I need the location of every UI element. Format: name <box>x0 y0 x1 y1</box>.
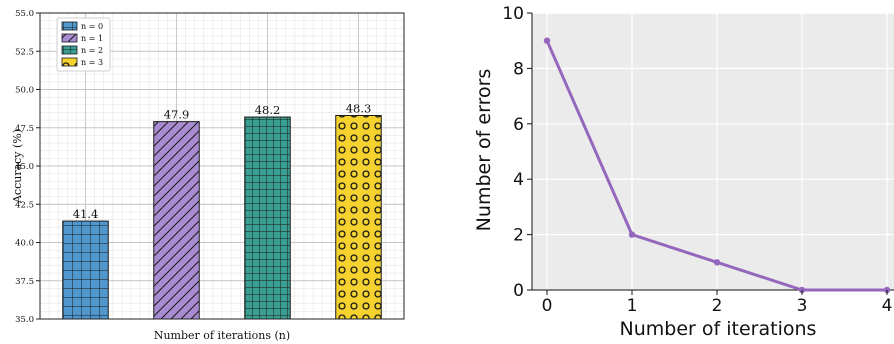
bar-y-tick-label: 47.5 <box>15 124 34 134</box>
bar-pattern <box>335 115 382 320</box>
bar-y-tick-label: 42.5 <box>15 200 34 210</box>
bar-pattern <box>153 121 200 320</box>
bar-0 <box>62 220 109 320</box>
line-plot-area <box>532 13 894 290</box>
legend-label: n = 1 <box>81 34 103 43</box>
line-gridlines <box>532 12 894 290</box>
bar-value-label: 48.2 <box>255 103 281 117</box>
line-y-tick-label: 0 <box>513 281 524 301</box>
line-y-axis-ticks: 0 2 4 6 8 10 <box>502 4 532 301</box>
bar-3 <box>335 115 382 320</box>
bar-y-tick-label: 52.5 <box>15 47 34 57</box>
bar-value-label: 41.4 <box>73 207 99 221</box>
line-y-axis-label: Number of errors <box>473 69 495 232</box>
legend-label: n = 0 <box>81 22 103 31</box>
error-point <box>543 37 551 44</box>
bar-value-label: 48.3 <box>346 102 372 116</box>
line-y-tick-label: 8 <box>513 59 524 79</box>
errors-line-chart: 0 2 4 6 8 10 0 1 2 3 4 Number of iterations Numbe… <box>473 4 894 340</box>
error-point <box>628 231 636 238</box>
line-x-tick-label: 0 <box>542 296 553 316</box>
legend-swatch-pattern <box>62 58 77 66</box>
bar-y-tick-label: 45.0 <box>15 162 34 172</box>
legend-swatch-pattern <box>62 46 77 54</box>
error-point <box>713 259 721 266</box>
bar-pattern <box>244 116 291 320</box>
bar-legend: n = 0 n = 1 n = 2 n = 3 <box>56 17 111 72</box>
line-y-tick-label: 4 <box>513 170 524 190</box>
line-y-tick-label: 10 <box>502 4 524 24</box>
legend-swatch-pattern <box>62 22 77 30</box>
line-x-tick-label: 1 <box>627 296 638 316</box>
line-series <box>543 37 891 294</box>
line-x-tick-label: 3 <box>797 296 808 316</box>
legend-swatch-pattern <box>62 34 77 42</box>
bar-series <box>62 115 382 320</box>
line-x-tick-label: 4 <box>882 296 893 316</box>
bar-data-labels: 41.4 47.9 48.2 48.3 <box>73 102 372 222</box>
bar-pattern <box>62 220 109 320</box>
bar-y-tick-label: 37.5 <box>15 277 34 287</box>
bar-1 <box>153 121 200 320</box>
bar-y-axis-ticks: 35.0 37.5 40.0 42.5 45.0 47.5 50.0 52.5 55.0 <box>15 9 40 325</box>
bar-y-tick-label: 35.0 <box>15 315 34 325</box>
legend-label: n = 2 <box>81 46 103 55</box>
accuracy-bar-chart: 35.0 37.5 40.0 42.5 45.0 47.5 50.0 52.5 55.0 41.… <box>11 9 405 342</box>
bar-x-axis-label: Number of iterations (n) <box>154 329 290 342</box>
line-x-axis-ticks: 0 1 2 3 4 <box>542 290 893 316</box>
line-x-tick-label: 2 <box>712 296 723 316</box>
line-y-tick-label: 6 <box>513 115 524 135</box>
bar-value-label: 47.9 <box>164 108 190 122</box>
bar-y-tick-label: 50.0 <box>15 86 34 96</box>
bar-y-tick-label: 40.0 <box>15 239 34 249</box>
bar-2 <box>244 116 291 320</box>
bar-y-tick-label: 55.0 <box>15 9 34 19</box>
bar-y-axis-label: Accuracy (%) <box>11 129 24 204</box>
line-y-tick-label: 2 <box>513 226 524 246</box>
legend-label: n = 3 <box>81 58 103 67</box>
line-x-axis-label: Number of iterations <box>620 318 817 340</box>
